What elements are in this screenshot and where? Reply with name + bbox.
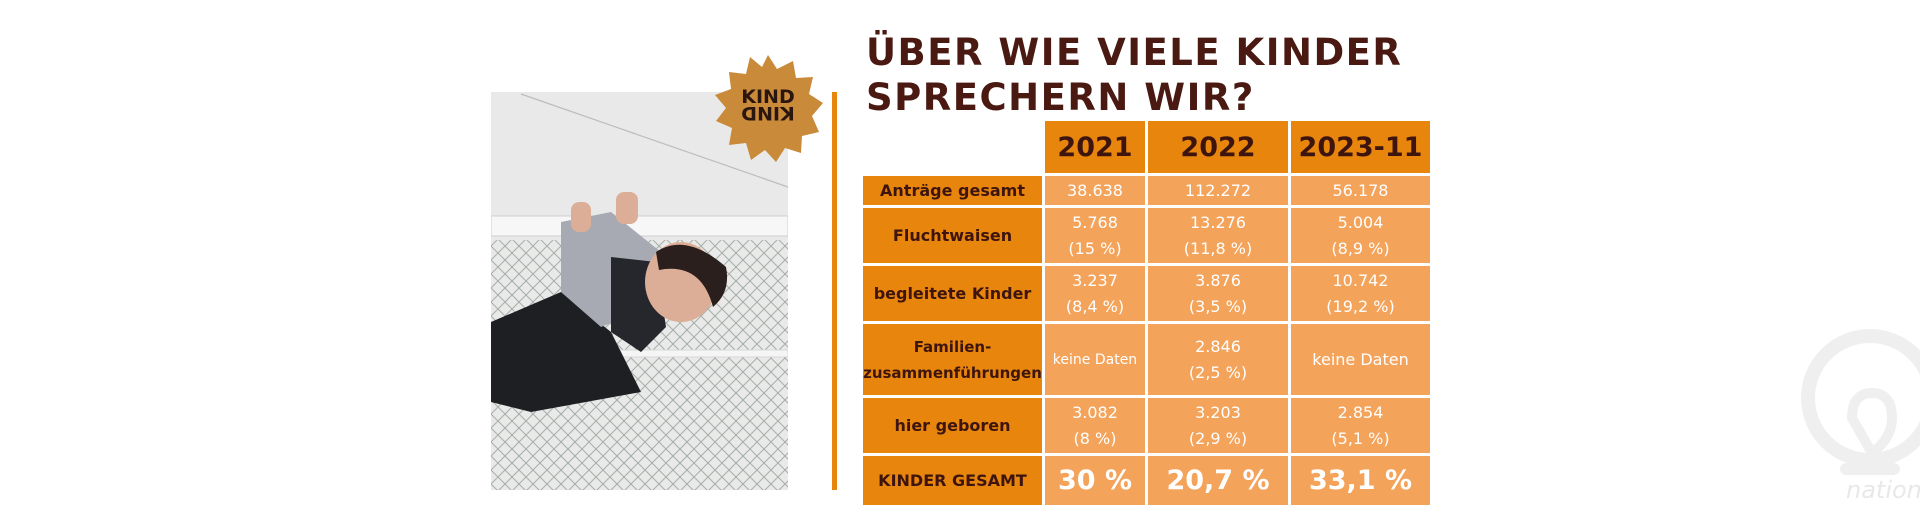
table-cell: 10.742 (19,2 %) <box>1288 263 1433 324</box>
table-cell-total: 20,7 % <box>1145 453 1291 508</box>
badge-top-word: KIND <box>741 86 794 108</box>
table-cell: 3.876 (3,5 %) <box>1145 263 1291 324</box>
page-title: ÜBER WIE VIELE KINDER SPRECHERN WIR? <box>866 30 1402 120</box>
table-row: Fluchtwaisen 5.768 (15 %) 13.276 (11,8 %) … <box>860 205 1433 266</box>
title-line-2: SPRECHERN WIR? <box>866 76 1255 119</box>
statistics-table: 2021 2022 2023-11 Anträge gesamt 38.638 … <box>860 118 1433 508</box>
photo-child-on-goal <box>491 92 788 490</box>
orange-divider <box>832 92 837 490</box>
table-cell: 3.082 (8 %) <box>1042 395 1148 456</box>
row-label: hier geboren <box>860 395 1045 456</box>
table-cell: 3.203 (2,9 %) <box>1145 395 1291 456</box>
table-row: hier geboren 3.082 (8 %) 3.203 (2,9 %) 2.8… <box>860 395 1433 456</box>
lightbulb-icon: nation <box>1801 329 1920 504</box>
table-cell-total: 33,1 % <box>1288 453 1433 508</box>
table-row: Anträge gesamt 38.638 112.272 56.178 <box>860 173 1433 208</box>
table-corner <box>860 118 1045 176</box>
row-label: KINDER GESAMT <box>860 453 1045 508</box>
table-header-row: 2021 2022 2023-11 <box>860 118 1433 176</box>
row-label: Fluchtwaisen <box>860 205 1045 266</box>
table-cell: 2.854 (5,1 %) <box>1288 395 1433 456</box>
table-cell: 112.272 <box>1145 173 1291 208</box>
table-cell: 5.004 (8,9 %) <box>1288 205 1433 266</box>
column-header: 2023-11 <box>1288 118 1433 176</box>
table-cell: keine Daten <box>1288 321 1433 398</box>
badge-bottom-word: KIND <box>741 102 794 124</box>
row-label: Anträge gesamt <box>860 173 1045 208</box>
table-cell: 38.638 <box>1042 173 1148 208</box>
table-cell: 13.276 (11,8 %) <box>1145 205 1291 266</box>
column-header: 2022 <box>1145 118 1291 176</box>
photo-illustration <box>491 92 788 490</box>
row-label: Familien-zusammenführungen <box>860 321 1045 398</box>
table-cell: 3.237 (8,4 %) <box>1042 263 1148 324</box>
title-line-1: ÜBER WIE VIELE KINDER <box>866 31 1403 74</box>
table-cell: keine Daten <box>1042 321 1148 398</box>
table-cell: 2.846 (2,5 %) <box>1145 321 1291 398</box>
row-label: begleitete Kinder <box>860 263 1045 324</box>
kind-badge: KIND KIND <box>713 53 823 163</box>
column-header: 2021 <box>1042 118 1148 176</box>
table-cell: 5.768 (15 %) <box>1042 205 1148 266</box>
table-row: Familien-zusammenführungen keine Daten 2… <box>860 321 1433 398</box>
table-row: begleitete Kinder 3.237 (8,4 %) 3.876 (3,5… <box>860 263 1433 324</box>
watermark-text: nation <box>1846 476 1920 504</box>
table-cell-total: 30 % <box>1042 453 1148 508</box>
table-row-total: KINDER GESAMT 30 % 20,7 % 33,1 % <box>860 453 1433 508</box>
badge-star-shape: KIND KIND <box>715 55 823 162</box>
lightbulb-watermark: nation <box>1782 318 1920 519</box>
table-cell: 56.178 <box>1288 173 1433 208</box>
